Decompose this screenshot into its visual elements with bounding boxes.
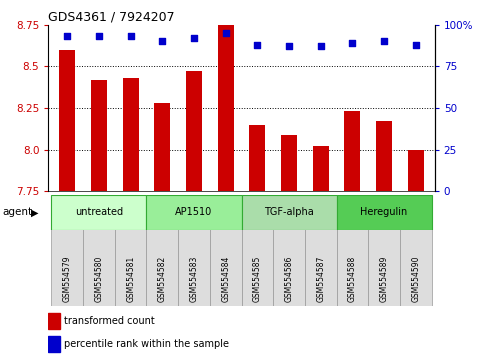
Bar [376,121,392,191]
Point [95,34,103,39]
Bar [186,72,202,191]
Text: GSM554585: GSM554585 [253,256,262,302]
Bar [155,103,170,191]
Bar [178,228,210,306]
Text: GSM554580: GSM554580 [95,256,103,302]
Text: GSM554587: GSM554587 [316,256,325,302]
Bar [408,150,424,191]
Bar [273,228,305,306]
Text: untreated: untreated [75,207,123,217]
Point [127,34,134,39]
Bar [400,228,431,306]
Bar [368,228,400,306]
Text: GSM554590: GSM554590 [411,256,420,302]
Point [222,30,229,36]
Bar [59,50,75,191]
Text: GSM554586: GSM554586 [284,256,294,302]
Text: GSM554579: GSM554579 [63,256,72,302]
Bar [123,78,139,191]
Bar [83,228,115,306]
Bar [146,195,242,230]
Bar [242,228,273,306]
Point [317,44,325,49]
Text: Heregulin: Heregulin [360,207,408,217]
Text: transformed count: transformed count [64,316,155,326]
Text: AP1510: AP1510 [175,207,213,217]
Bar [344,111,360,191]
Bar [115,228,146,306]
Bar [146,228,178,306]
Point [412,42,420,47]
Text: TGF-alpha: TGF-alpha [264,207,314,217]
Text: GSM554584: GSM554584 [221,256,230,302]
Text: GDS4361 / 7924207: GDS4361 / 7924207 [48,11,175,24]
Point [285,44,293,49]
Point [63,34,71,39]
Bar [48,313,60,329]
Bar [281,135,297,191]
Bar [91,80,107,191]
Bar [52,228,83,306]
Bar [52,195,146,230]
Bar [337,228,368,306]
Text: percentile rank within the sample: percentile rank within the sample [64,339,229,349]
Text: ▶: ▶ [31,207,39,217]
Point [254,42,261,47]
Bar [218,25,234,191]
Text: GSM554583: GSM554583 [189,256,199,302]
Bar [313,146,328,191]
Text: GSM554582: GSM554582 [158,256,167,302]
Bar [210,228,242,306]
Text: agent: agent [2,207,32,217]
Bar [305,228,337,306]
Text: GSM554589: GSM554589 [380,256,388,302]
Point [349,40,356,46]
Point [158,39,166,44]
Text: GSM554588: GSM554588 [348,256,357,302]
Text: GSM554581: GSM554581 [126,256,135,302]
Point [190,35,198,41]
Bar [48,336,60,352]
Bar [249,125,265,191]
Bar [337,195,431,230]
Point [380,39,388,44]
Bar [242,195,337,230]
